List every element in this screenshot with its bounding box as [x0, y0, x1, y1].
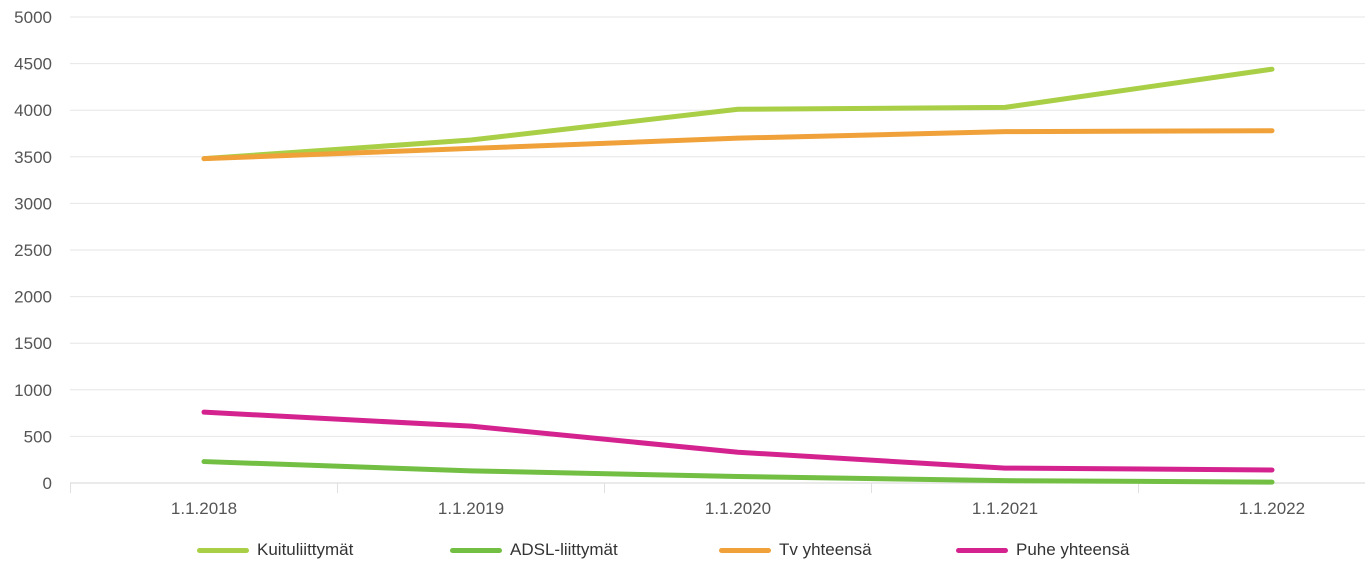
line-chart: 0 500 1000 1500 2000 2500 3000 3500 4000 4500 5000… [14, 8, 1365, 518]
y-axis: 0 500 1000 1500 2000 2500 3000 3500 4000 4500 5000 [14, 8, 52, 493]
legend-item: ADSL-liittymät [450, 537, 618, 563]
legend-item: Tv yhteensä [719, 537, 872, 563]
legend-label: Kuituliittymät [257, 540, 354, 559]
x-tick-label: 1.1.2022 [1239, 499, 1305, 518]
legend-item: Puhe yhteensä [956, 537, 1129, 563]
y-tick-label: 4500 [14, 55, 52, 74]
x-axis: 1.1.2018 1.1.2019 1.1.2020 1.1.2021 1.1.2022 [70, 483, 1305, 518]
y-tick-label: 3000 [14, 194, 52, 213]
x-tick-label: 1.1.2019 [438, 499, 504, 518]
series-line [201, 66, 1275, 162]
y-tick-label: 500 [24, 427, 52, 446]
legend-swatch [197, 547, 249, 553]
y-tick-label: 1500 [14, 334, 52, 353]
series-line [201, 409, 1275, 473]
legend-item: Kuituliittymät [197, 537, 353, 563]
y-tick-label: 3500 [14, 148, 52, 167]
x-tick-label: 1.1.2020 [705, 499, 771, 518]
x-tick-label: 1.1.2018 [171, 499, 237, 518]
legend-swatch [956, 547, 1008, 553]
y-tick-label: 1000 [14, 381, 52, 400]
legend-label: ADSL-liittymät [510, 540, 618, 559]
legend-swatch [719, 547, 771, 553]
y-tick-label: 5000 [14, 8, 52, 27]
legend: Kuituliittymät ADSL-liittymät Tv yhteensä P… [0, 537, 1370, 563]
x-tick-label: 1.1.2021 [972, 499, 1038, 518]
series-line [201, 128, 1275, 162]
y-tick-label: 4000 [14, 101, 52, 120]
series-line [201, 459, 1275, 485]
legend-swatch [450, 547, 502, 553]
y-tick-label: 2000 [14, 288, 52, 307]
series-layer [201, 66, 1275, 485]
legend-label: Puhe yhteensä [1016, 540, 1130, 559]
y-tick-label: 0 [43, 474, 52, 493]
y-tick-label: 2500 [14, 241, 52, 260]
legend-label: Tv yhteensä [779, 540, 872, 559]
